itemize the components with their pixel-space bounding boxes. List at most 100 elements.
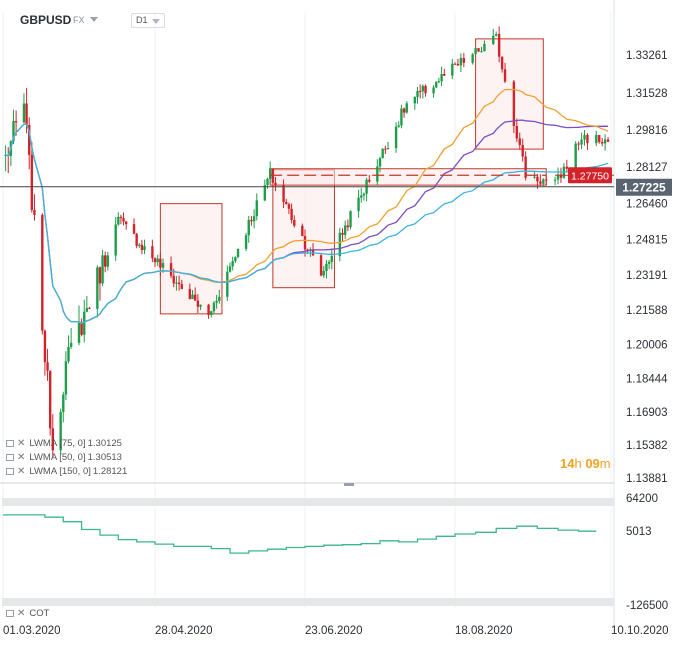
candle-body xyxy=(161,263,165,268)
candle-body xyxy=(98,267,102,284)
candle-body xyxy=(274,182,277,186)
timeframe-select[interactable]: D1 xyxy=(131,13,165,28)
candle-body xyxy=(453,63,457,65)
candle-body xyxy=(586,135,589,144)
candle-body xyxy=(477,48,480,52)
candle-body xyxy=(51,428,54,451)
countdown-minutes: 09 xyxy=(585,456,600,471)
candle-body xyxy=(456,63,460,66)
candle-body xyxy=(159,258,162,268)
candle-body xyxy=(193,294,197,301)
candle-body xyxy=(41,214,44,331)
candle-body xyxy=(512,81,516,126)
close-icon[interactable]: ✕ xyxy=(17,466,26,477)
legend-label: COT xyxy=(29,608,50,619)
countdown-hours: 14 xyxy=(560,456,575,471)
cot-band-top xyxy=(2,498,614,506)
candle-body xyxy=(28,125,31,155)
candle-body xyxy=(156,258,159,263)
grid xyxy=(0,0,615,628)
level-badge xyxy=(568,167,612,184)
candle-body xyxy=(362,193,366,196)
candle-body xyxy=(88,307,91,309)
candle-body xyxy=(394,126,398,149)
symbol-label[interactable]: GBPUSD xyxy=(20,13,72,27)
candle-body xyxy=(124,221,128,225)
candle-body xyxy=(132,224,136,234)
legend-item-lwma50[interactable]: ✕ LWMA [50, 0] 1.30513 xyxy=(6,452,122,463)
candle-body xyxy=(69,342,73,347)
settings-icon[interactable] xyxy=(6,440,14,447)
candle-body xyxy=(553,179,557,181)
market-dropdown-icon[interactable] xyxy=(90,17,98,22)
candle-body xyxy=(114,224,117,256)
candle-body xyxy=(542,179,545,184)
legend-item-lwma75[interactable]: ✕ LWMA [75, 0] 1.30125 xyxy=(6,438,122,449)
legend-value: 1.30513 xyxy=(87,452,122,463)
candle-body xyxy=(83,311,86,335)
candle-body xyxy=(285,202,288,205)
legend-item-lwma150[interactable]: ✕ LWMA [150, 0] 1.28121 xyxy=(6,466,127,477)
candle-body xyxy=(497,33,501,57)
candle-body xyxy=(471,54,474,63)
legend-item-cot[interactable]: ✕ COT xyxy=(6,608,49,619)
candle-body xyxy=(360,195,363,198)
candle-body xyxy=(413,96,417,104)
candle-body xyxy=(322,271,325,276)
candle-body xyxy=(282,185,285,203)
candle-body xyxy=(598,135,601,142)
candle-body xyxy=(595,135,598,144)
candle-body xyxy=(77,322,81,343)
countdown-hours-unit: h xyxy=(574,456,582,471)
candle-body xyxy=(30,154,34,210)
close-icon[interactable]: ✕ xyxy=(17,438,26,449)
cot-band-bottom xyxy=(2,598,614,606)
legend-params: [50, 0] xyxy=(59,452,86,463)
candle-body xyxy=(290,208,293,220)
legend-params: [150, 0] xyxy=(59,466,91,477)
settings-icon[interactable] xyxy=(6,454,14,461)
candle-body xyxy=(153,258,157,263)
candle-body xyxy=(62,394,65,412)
candle-body xyxy=(117,216,120,225)
x-tick-label: 10.10.2020 xyxy=(611,625,669,637)
y-axis: 1.33261 1.31528 1.29816 1.28127 1.26460 1.248… xyxy=(626,50,668,612)
y-tick-label: 1.28127 xyxy=(626,162,668,174)
candle-body xyxy=(119,216,123,219)
close-icon[interactable]: ✕ xyxy=(17,452,26,463)
candle-body xyxy=(378,158,382,167)
annotation-box xyxy=(159,203,223,315)
candle-body xyxy=(500,56,504,70)
candle-body xyxy=(515,125,519,139)
candle-body xyxy=(226,271,229,297)
candle-body xyxy=(196,300,200,307)
candle-body xyxy=(319,255,323,276)
candle-body xyxy=(495,33,498,36)
y-tick-label: 1.31528 xyxy=(626,88,668,100)
level-line: 1.27750 xyxy=(270,167,614,184)
close-icon[interactable]: ✕ xyxy=(17,608,26,619)
candle-body xyxy=(338,232,342,257)
candle-body xyxy=(33,209,36,215)
candle-body xyxy=(46,362,49,371)
x-tick-label: 23.06.2020 xyxy=(305,625,363,637)
cot-line xyxy=(3,514,597,554)
candle-body xyxy=(437,81,441,83)
y-tick-label: 1.18444 xyxy=(626,373,668,385)
candle-body xyxy=(215,301,218,303)
candle-body xyxy=(48,370,52,429)
y-tick-label: 1.24815 xyxy=(626,234,668,246)
candle-body xyxy=(330,256,333,262)
candle-body xyxy=(67,346,70,362)
legend-value: 1.28121 xyxy=(92,466,128,477)
settings-icon[interactable] xyxy=(6,610,14,617)
candle-body xyxy=(600,141,604,144)
y-tick-label: 1.33261 xyxy=(626,50,668,62)
settings-icon[interactable] xyxy=(6,468,14,475)
candle-body xyxy=(140,244,144,251)
annotation-box xyxy=(475,38,544,150)
candle-body xyxy=(443,74,446,76)
candle-body xyxy=(234,257,237,262)
